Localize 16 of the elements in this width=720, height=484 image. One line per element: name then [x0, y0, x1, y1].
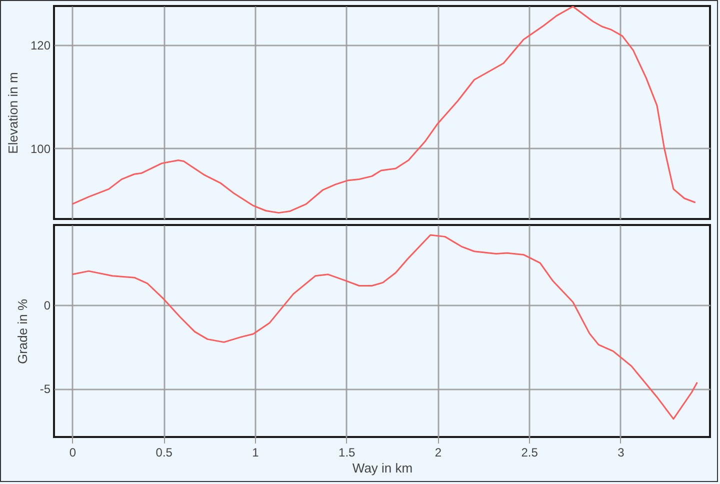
x-tick-label: 1.5 [338, 446, 356, 460]
x-tick-label: 0.5 [156, 446, 173, 460]
y-axis-title: Grade in % [14, 298, 30, 364]
y-tick-label: -5 [40, 382, 51, 396]
x-tick-label: 2.5 [521, 446, 538, 460]
line-series [72, 234, 698, 420]
y-tick-label: 100 [30, 142, 51, 156]
line-series [72, 6, 696, 214]
x-axis-title: Way in km [352, 460, 413, 476]
y-axis-title: Elevation in m [5, 72, 20, 154]
y-tick-label: 0 [44, 298, 51, 313]
x-tick-label: 3 [618, 446, 625, 460]
y-tick-label: 120 [30, 38, 51, 53]
x-tick-label: 2 [434, 446, 442, 460]
x-tick-label: 0 [69, 446, 76, 460]
x-tick-label: 1 [252, 446, 260, 460]
